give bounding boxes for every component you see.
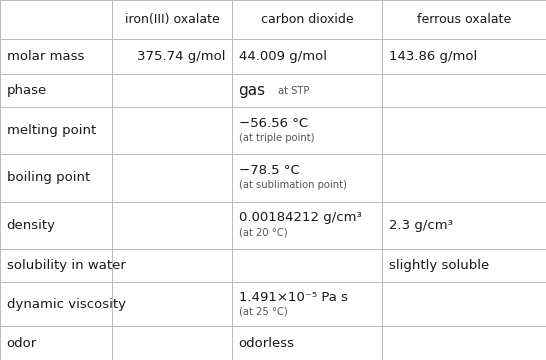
Text: solubility in water: solubility in water [7, 259, 126, 272]
Text: density: density [7, 219, 56, 231]
Text: (at triple point): (at triple point) [239, 134, 314, 143]
Text: gas: gas [239, 83, 266, 98]
Text: 0.00184212 g/cm³: 0.00184212 g/cm³ [239, 211, 361, 224]
Text: (at 25 °C): (at 25 °C) [239, 306, 287, 316]
Text: odor: odor [7, 337, 37, 350]
Text: (at sublimation point): (at sublimation point) [239, 180, 347, 190]
Text: at STP: at STP [278, 86, 309, 95]
Text: ferrous oxalate: ferrous oxalate [417, 13, 511, 26]
Text: carbon dioxide: carbon dioxide [261, 13, 353, 26]
Text: 2.3 g/cm³: 2.3 g/cm³ [389, 219, 453, 231]
Text: odorless: odorless [239, 337, 295, 350]
Text: 1.491×10⁻⁵ Pa s: 1.491×10⁻⁵ Pa s [239, 291, 348, 304]
Text: 143.86 g/mol: 143.86 g/mol [389, 50, 477, 63]
Text: phase: phase [7, 84, 47, 97]
Text: melting point: melting point [7, 124, 96, 138]
Text: boiling point: boiling point [7, 171, 90, 184]
Text: (at 20 °C): (at 20 °C) [239, 228, 287, 238]
Text: molar mass: molar mass [7, 50, 84, 63]
Text: dynamic viscosity: dynamic viscosity [7, 298, 126, 311]
Text: slightly soluble: slightly soluble [389, 259, 489, 272]
Text: 44.009 g/mol: 44.009 g/mol [239, 50, 327, 63]
Text: 375.74 g/mol: 375.74 g/mol [137, 50, 225, 63]
Text: −56.56 °C: −56.56 °C [239, 117, 308, 130]
Text: −78.5 °C: −78.5 °C [239, 164, 299, 177]
Text: iron(III) oxalate: iron(III) oxalate [124, 13, 219, 26]
